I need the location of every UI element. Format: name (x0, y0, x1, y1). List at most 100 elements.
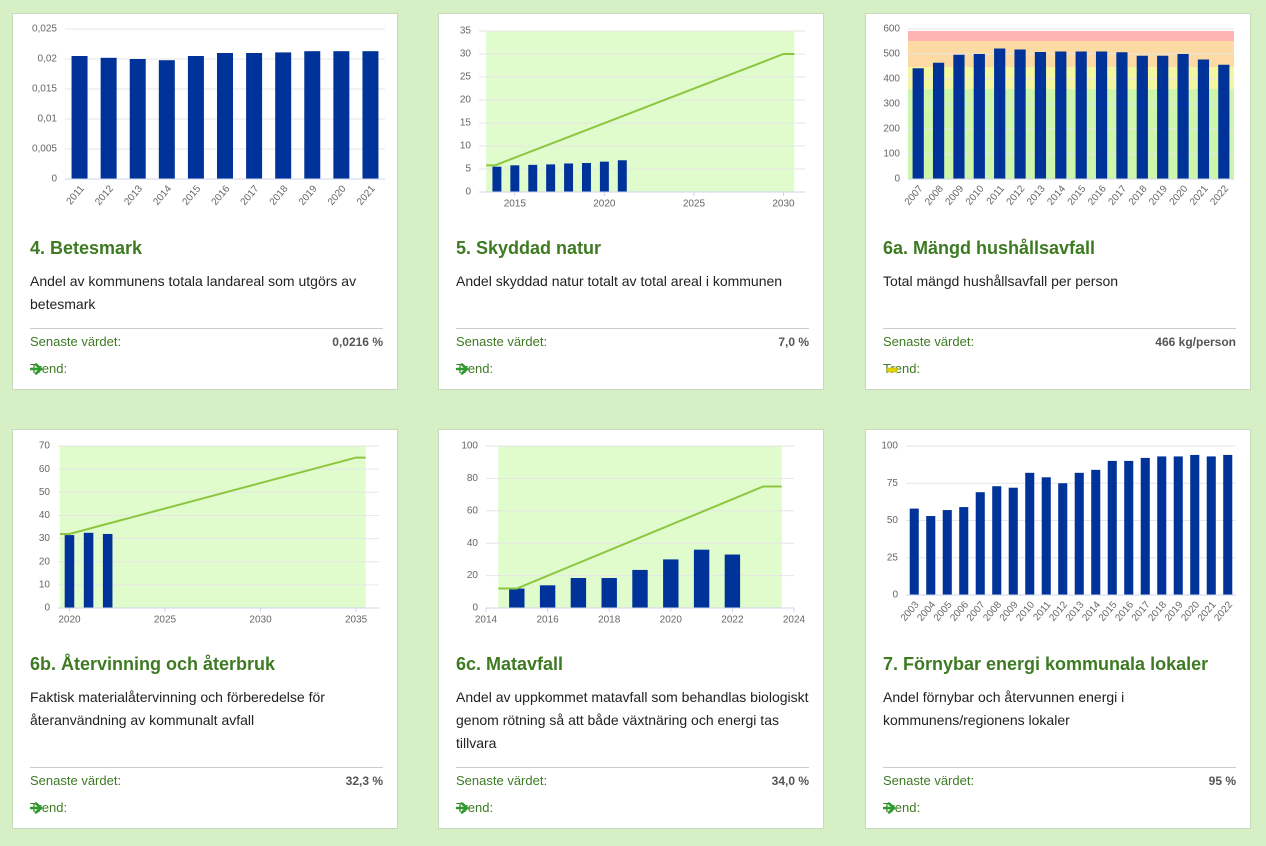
chart: 0 0,005 0,01 0,015 0,02 0,025 2011 2012 2013 2014… (32, 24, 385, 208)
bar (953, 54, 965, 179)
bar (570, 578, 587, 608)
bar (1140, 457, 1150, 595)
card: 0 10 20 30 40 50 60 70 2020 2025 2030 2035 6b. Återv… (12, 429, 398, 829)
target-line (59, 456, 366, 535)
card-footer: Senaste värdet: 466 kg/person Trend: (883, 328, 1236, 389)
y-tick-label: 300 (883, 99, 900, 110)
bar (617, 160, 627, 192)
x-tick-label: 2010 (964, 183, 987, 207)
x-tick-label: 2015 (504, 199, 527, 210)
bar (1107, 460, 1117, 595)
y-tick-label: 50 (39, 487, 51, 498)
x-tick-label: 2018 (1127, 183, 1150, 207)
y-tick-label: 10 (460, 141, 472, 152)
y-tick-label: 15 (460, 118, 472, 129)
y-tick-label: 0,005 (32, 144, 57, 155)
bar (83, 532, 94, 608)
latest-row: Senaste värdet: 466 kg/person (883, 334, 1236, 354)
trend-icon (456, 363, 469, 375)
y-tick-label: 35 (460, 26, 472, 37)
y-tick-label: 0 (472, 603, 478, 614)
card-footer: Senaste värdet: 32,3 % Trend: (30, 767, 383, 828)
y-tick-label: 40 (467, 538, 479, 549)
card: 0 5 10 15 20 25 30 35 2015 2020 2025 2030 5. Skyddad… (438, 13, 824, 390)
trend-arrow (30, 363, 43, 375)
bar (1014, 49, 1026, 179)
y-tick-label: 50 (887, 515, 899, 526)
trend-arrow (30, 802, 43, 814)
bar (1177, 54, 1189, 179)
y-tick-label: 0 (465, 187, 471, 198)
bar (1074, 472, 1084, 595)
y-tick-label: 100 (883, 149, 900, 160)
y-tick-label: 70 (39, 441, 51, 452)
bar (912, 68, 924, 179)
bar (909, 508, 919, 595)
bar (546, 164, 556, 192)
bar (1124, 460, 1134, 595)
bar (246, 53, 263, 179)
y-tick-label: 200 (883, 124, 900, 135)
x-tick-label: 2007 (903, 183, 926, 207)
x-tick-label: 2012 (93, 183, 116, 207)
x-tick-label: 2014 (475, 615, 498, 626)
bar (1218, 64, 1230, 179)
target-line (486, 53, 795, 167)
x-tick-label: 2014 (1045, 183, 1068, 207)
latest-label: Senaste värdet: (456, 334, 548, 349)
trend-dash (886, 367, 898, 373)
latest-row: Senaste värdet: 0,0216 % (30, 334, 383, 354)
y-tick-label: 0,01 (38, 114, 58, 125)
trend-row: Trend: (30, 361, 383, 381)
y-tick-label: 40 (39, 510, 51, 521)
bar (492, 166, 502, 192)
bar (693, 549, 710, 608)
bar (158, 60, 175, 180)
bar (102, 533, 113, 608)
x-tick-label: 2017 (239, 183, 262, 207)
x-tick-label: 2020 (58, 615, 81, 626)
target-line (498, 485, 782, 590)
latest-value: 34,0 % (771, 774, 809, 788)
x-tick-label: 2021 (355, 183, 378, 207)
y-tick-label: 0,025 (32, 24, 57, 35)
bar (64, 535, 75, 608)
y-tick-label: 20 (460, 95, 472, 106)
card: 0 25 50 75 100 2003 2004 2005 2006 2007 2008 2009 20… (865, 429, 1251, 829)
bar (959, 507, 969, 595)
x-tick-label: 2008 (923, 183, 946, 207)
latest-label: Senaste värdet: (456, 773, 548, 788)
x-tick-label: 2030 (772, 199, 795, 210)
bar (187, 56, 204, 179)
latest-label: Senaste värdet: (883, 773, 975, 788)
card-description: Faktisk materialåtervinning och förbered… (30, 689, 325, 728)
latest-label: Senaste värdet: (883, 334, 975, 349)
zone-band (908, 31, 1234, 41)
y-tick-label: 600 (883, 24, 900, 35)
chart: 0255075100200320042005200620072008200920… (881, 441, 1236, 624)
x-tick-label: 2022 (1208, 183, 1231, 207)
x-tick-label: 2017 (1107, 183, 1130, 207)
x-tick-label: 2011 (985, 183, 1008, 207)
bar (528, 164, 538, 192)
bar (1197, 59, 1210, 179)
y-tick-label: 10 (39, 579, 51, 590)
latest-row: Senaste värdet: 95 % (883, 773, 1236, 793)
y-tick-label: 20 (467, 570, 479, 581)
y-tick-label: 80 (467, 473, 479, 484)
bar (129, 59, 146, 179)
y-tick-label: 0 (44, 603, 50, 614)
y-tick-label: 0,015 (32, 84, 57, 95)
bar (509, 588, 525, 608)
y-tick-label: 20 (39, 556, 51, 567)
x-tick-label: 2018 (268, 183, 291, 207)
latest-value: 7,0 % (778, 335, 809, 349)
bar (994, 48, 1006, 179)
x-tick-label: 2025 (683, 199, 706, 210)
y-tick-label: 400 (883, 74, 900, 85)
trend-arrow (456, 802, 469, 814)
card-footer: Senaste värdet: 0,0216 % Trend: (30, 328, 383, 389)
card-description: Andel av kommunens totala landareal som … (30, 273, 357, 312)
